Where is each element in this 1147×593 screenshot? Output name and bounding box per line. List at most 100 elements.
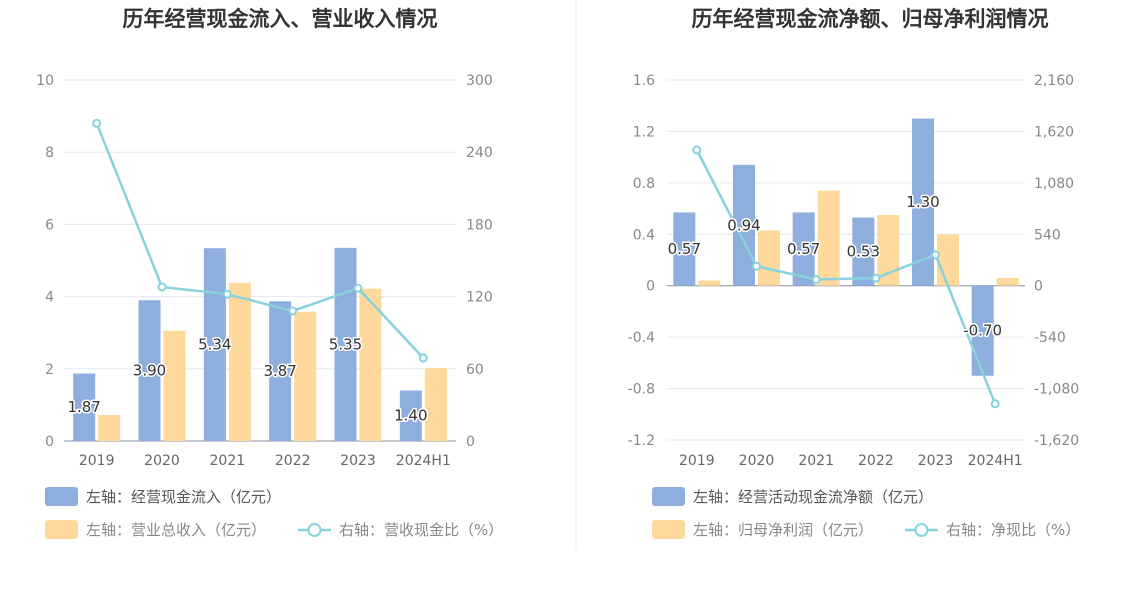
chart1-bar-primary [399,390,422,441]
chart1-bar-primary [334,247,357,441]
chart2-bar-secondary [996,278,1019,286]
chart2-bar-secondary [817,190,840,286]
chart2-x-tick: 2020 [739,453,775,469]
chart1-line-point [288,306,298,316]
chart1-x-tick: 2022 [275,453,311,469]
chart1-bar-label: 5.35 [329,335,362,353]
chart2-title: 历年经营现金流净额、归母净利润情况 [692,7,1049,31]
chart1-legend-swatch[interactable] [45,520,78,539]
chart2-legend-label[interactable]: 右轴：净现比（%） [946,521,1080,539]
chart1-bar-secondary [424,368,447,441]
chart1-bar-label: 1.40 [394,407,427,425]
chart2-bar-primary [852,217,875,286]
chart2-bar-label: 0.53 [847,243,880,261]
chart2-legend-label[interactable]: 左轴：归母净利润（亿元） [693,521,873,539]
chart2-left-tick: -0.8 [628,382,655,398]
chart1-legend-swatch[interactable] [45,487,78,506]
chart2-line-point [692,145,702,155]
chart1-bar-secondary [294,311,317,441]
chart1-legend-label[interactable]: 左轴：营业总收入（亿元） [86,521,266,539]
chart2-bar-primary [912,118,934,286]
chart1-line-point [157,282,167,292]
chart1-line-point [418,353,428,363]
chart2-bar-primary [792,212,815,286]
chart2-left-tick: 0.4 [633,227,655,243]
chart2-left-tick: 0.8 [633,176,655,192]
chart1-bar-secondary [359,288,382,441]
chart2-bar-secondary [937,234,959,286]
chart2-x-tick: 2023 [918,453,954,469]
chart1-line-point [222,289,232,299]
chart2-left-tick: -1.2 [628,433,655,449]
chart2-line-point [931,250,940,260]
chart1-right-tick: 240 [466,145,493,161]
chart2-line-series [695,149,997,405]
chart2-bar-secondary [758,230,780,286]
chart1-line-point [92,118,102,128]
chart1-left-tick: 6 [45,217,54,233]
chart2-right-tick: 2,160 [1034,73,1074,89]
chart2-x-tick: 2022 [858,453,894,469]
chart1-right-tick: 0 [466,434,475,450]
chart2-bar-secondary [698,280,721,286]
chart1-right-tick: 120 [466,290,493,306]
chart1-bar-primary [269,301,292,441]
chart1-x-tick: 2023 [340,453,376,469]
chart1-left-tick: 10 [36,73,54,89]
chart1-right-tick: 300 [466,73,493,89]
chart2-left-tick: -0.4 [628,330,655,346]
chart1-legend-label[interactable]: 右轴：营收现金比（%） [339,521,503,539]
chart1-bar-primary [138,300,161,441]
chart1-bar-primary [203,248,226,441]
chart2-right-tick: 1,080 [1034,176,1074,192]
chart2-right-tick: -540 [1034,330,1066,346]
chart1-title: 历年经营现金流入、营业收入情况 [123,7,438,31]
chart1-bar-label: 3.87 [263,362,296,380]
chart2-bar-label: -0.70 [963,322,1002,340]
chart1-right-tick: 180 [466,217,493,233]
chart1-bar-primary [73,373,96,441]
chart2-x-tick: 2019 [679,453,715,469]
chart1-line-series [95,122,425,359]
chart1-bar-secondary [228,282,251,441]
chart2-x-tick: 2024H1 [968,453,1023,469]
chart2-line-point [990,399,1000,409]
chart2-line-point [752,261,761,271]
chart2-x-tick: 2021 [798,453,834,469]
chart2-legend-swatch[interactable] [652,487,685,506]
chart1-left-tick: 2 [45,362,54,378]
chart2-legend-label[interactable]: 左轴：经营活动现金流净额（亿元） [693,488,933,506]
chart1-legend-line-marker [307,523,322,537]
chart2-bar-label: 0.57 [787,240,820,258]
chart2-left-tick: 1.6 [633,73,655,89]
chart1-right-tick: 60 [466,362,484,378]
chart2-right-tick: -1,080 [1034,382,1079,398]
chart2-bar-secondary [877,215,900,286]
chart2-bar-primary [733,164,755,286]
chart1-bar-secondary [163,330,186,441]
chart2-left-tick: 0 [646,279,655,295]
chart1-x-tick: 2021 [210,453,246,469]
chart2-right-tick: -1,620 [1034,433,1079,449]
chart2-legend-swatch[interactable] [652,520,685,539]
chart1-x-tick: 2024H1 [396,453,451,469]
chart1-left-tick: 0 [45,434,54,450]
chart1-bar-label: 5.34 [198,336,231,354]
chart1-legend-label[interactable]: 左轴：经营现金流入（亿元） [86,488,281,506]
chart2-bar-primary [673,212,696,286]
chart1-x-tick: 2020 [144,453,180,469]
chart1-x-tick: 2019 [79,453,115,469]
chart1-bar-secondary [98,415,121,441]
chart1-left-tick: 4 [45,290,54,306]
chart2-line-point [811,275,821,285]
chart2-bar-label: 0.57 [668,240,701,258]
chart2-bar-primary [971,285,994,376]
chart2-right-tick: 0 [1034,279,1043,295]
chart1-left-tick: 8 [45,145,54,161]
chart1-bar-label: 1.87 [67,398,100,416]
chart2-line-point [871,273,881,283]
chart1-bar-label: 3.90 [133,362,166,380]
chart2-left-tick: 1.2 [633,124,655,140]
chart1-line-point [353,283,363,293]
